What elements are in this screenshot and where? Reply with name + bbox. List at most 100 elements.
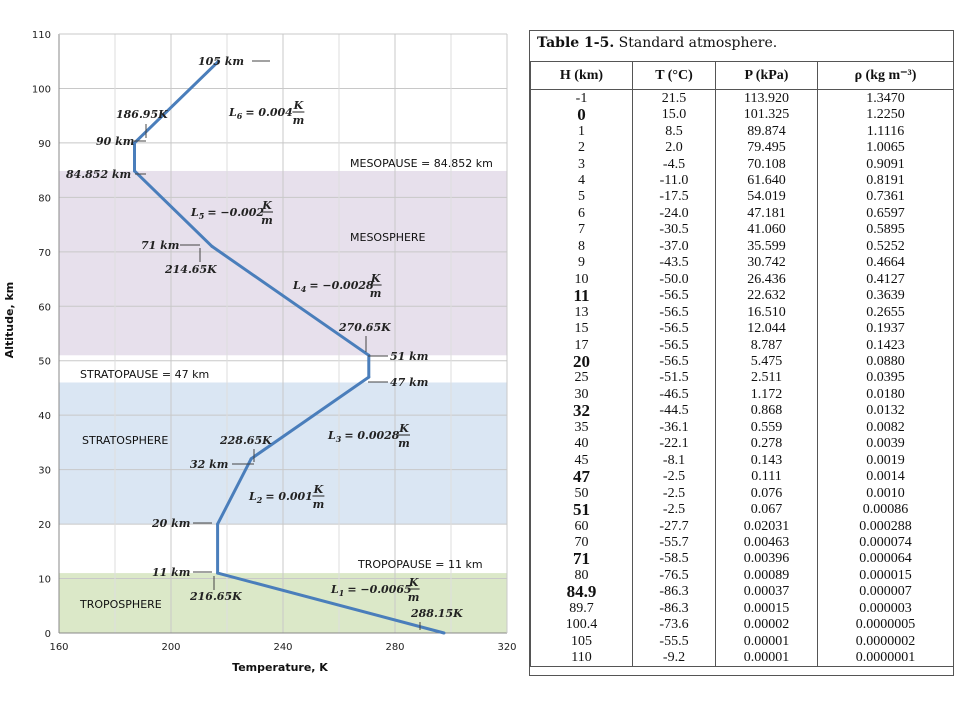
density-cell: 0.5252 (817, 238, 954, 255)
troposphere-label: TROPOSPHERE (79, 598, 162, 611)
lapse-rate-subscript: 4 (301, 284, 307, 294)
altitude-cell: 1 (530, 122, 633, 140)
lapse-rate-text: L1 = −0.0065 (330, 583, 412, 598)
chart-axes (58, 33, 508, 634)
alt-label-47: 47 km (390, 376, 428, 389)
density-cell: 0.0000005 (817, 616, 954, 633)
pressure-cell: 0.00463 (715, 534, 818, 551)
table-row: 8 -37.0 35.599 0.5252 (530, 238, 954, 255)
density-cell: 0.1937 (817, 320, 954, 337)
altitude-cell: 110 (530, 649, 633, 667)
temperature-cell: -2.5 (632, 484, 716, 502)
temperature-cell: -86.3 (632, 583, 716, 601)
lapse-rate-text: L5 = −0.002 (190, 206, 264, 221)
pressure-cell: 30.742 (715, 254, 818, 271)
altitude-cell: 9 (530, 254, 633, 271)
lapse-rate-numerator: K (293, 99, 304, 112)
density-cell: 0.1423 (817, 336, 954, 354)
profile-point (442, 631, 446, 635)
x-tick-label: 160 (49, 642, 68, 653)
temperature-cell: -73.6 (632, 616, 716, 633)
table-row: 13 -56.5 16.510 0.2655 (530, 303, 954, 321)
table-row: 35 -36.1 0.559 0.0082 (530, 419, 954, 436)
profile-point (132, 169, 136, 173)
profile-point (217, 59, 221, 63)
profile-point (132, 141, 136, 145)
altitude-cell: 80 (530, 567, 633, 584)
table-row: 71 -58.5 0.00396 0.000064 (530, 550, 954, 568)
density-cell: 0.9091 (817, 155, 954, 173)
profile-point (216, 571, 220, 575)
temperature-cell: -55.5 (632, 632, 716, 650)
lapse-rate-denominator: m (408, 591, 420, 604)
density-cell: 0.000074 (817, 534, 954, 551)
y-tick-label: 40 (38, 411, 51, 422)
altitude-cell: 35 (530, 419, 633, 436)
temperature-cell: -30.5 (632, 221, 716, 239)
density-cell: 0.0010 (817, 484, 954, 502)
alt-label-84: 84.852 km (66, 168, 131, 181)
density-cell: 1.1116 (817, 122, 954, 140)
density-cell: 0.00086 (817, 501, 954, 518)
header-density: ρ (kg m⁻³) (817, 61, 954, 90)
table-row: 60 -27.7 0.02031 0.000288 (530, 517, 954, 535)
lapse-rate-denominator: m (261, 214, 273, 227)
tick-labels: 160 200 240 280 320 0 10 20 30 40 50 60 70 80 90 100 110 (32, 30, 517, 653)
altitude-cell: 51 (530, 501, 633, 518)
table-row: 105 -55.5 0.00001 0.0000002 (530, 632, 954, 650)
table-row: 47 -2.5 0.111 0.0014 (530, 468, 954, 485)
alt-label-11: 11 km (152, 566, 190, 579)
temperature-cell: -50.0 (632, 270, 716, 288)
tropopause-label: TROPOPAUSE = 11 km (357, 558, 483, 571)
temperature-cell: -4.5 (632, 155, 716, 173)
y-tick-label: 70 (38, 248, 51, 259)
y-tick-label: 90 (38, 139, 51, 150)
altitude-cell: 71 (530, 550, 633, 568)
standard-atmosphere-table: H (km) T (°C) P (kPa) ρ (kg m⁻³) -1 21.5 1… (530, 61, 954, 667)
x-tick-label: 280 (385, 642, 404, 653)
stratopause-label: STRATOPAUSE = 47 km (80, 368, 209, 381)
pressure-cell: 22.632 (715, 287, 818, 304)
lapse-rate-denominator: m (370, 287, 382, 300)
standard-atmosphere-panel: Table 1-5. Standard atmosphere. H (km) T… (529, 30, 954, 676)
altitude-cell: 5 (530, 188, 633, 206)
temperature-cell: 2.0 (632, 139, 716, 156)
lapse-rate-value: = 0.0028 (344, 429, 399, 442)
pressure-cell: 101.325 (715, 106, 818, 123)
table-row: 70 -55.7 0.00463 0.000074 (530, 534, 954, 551)
altitude-cell: 47 (530, 468, 633, 485)
table-caption-text: Standard atmosphere. (618, 35, 778, 51)
y-tick-label: 30 (38, 466, 51, 477)
lapse-rate-value: = 0.001 (265, 490, 313, 503)
table-row: 7 -30.5 41.060 0.5895 (530, 221, 954, 239)
density-cell: 0.0000001 (817, 649, 954, 667)
temperature-cell: 15.0 (632, 106, 716, 123)
density-cell: 0.4664 (817, 254, 954, 271)
profile-point (216, 522, 220, 526)
lapse-rate-value: = −0.0065 (347, 583, 411, 596)
pressure-cell: 89.874 (715, 122, 818, 140)
altitude-cell: 17 (530, 336, 633, 354)
x-tick-label: 240 (273, 642, 292, 653)
x-tick-label: 200 (161, 642, 180, 653)
alt-label-51: 51 km (390, 350, 428, 363)
density-cell: 0.4127 (817, 270, 954, 288)
lapse-rate-name: L (248, 490, 257, 503)
altitude-cell: 6 (530, 205, 633, 222)
lapse-rate-text: L2 = 0.001 (248, 490, 313, 505)
table-row: 4 -11.0 61.640 0.8191 (530, 172, 954, 189)
table-row: 30 -46.5 1.172 0.0180 (530, 386, 954, 403)
pressure-cell: 54.019 (715, 188, 818, 206)
x-axis-title: Temperature, K (232, 661, 328, 674)
density-cell: 0.0014 (817, 468, 954, 485)
temperature-cell: -2.5 (632, 501, 716, 518)
temperature-cell: -11.0 (632, 172, 716, 189)
table-row: 32 -44.5 0.868 0.0132 (530, 402, 954, 420)
y-tick-label: 100 (32, 84, 51, 95)
pressure-cell: 12.044 (715, 320, 818, 337)
profile-point (367, 375, 371, 379)
density-cell: 0.000007 (817, 583, 954, 601)
lapse-rate-name: L (190, 206, 199, 219)
